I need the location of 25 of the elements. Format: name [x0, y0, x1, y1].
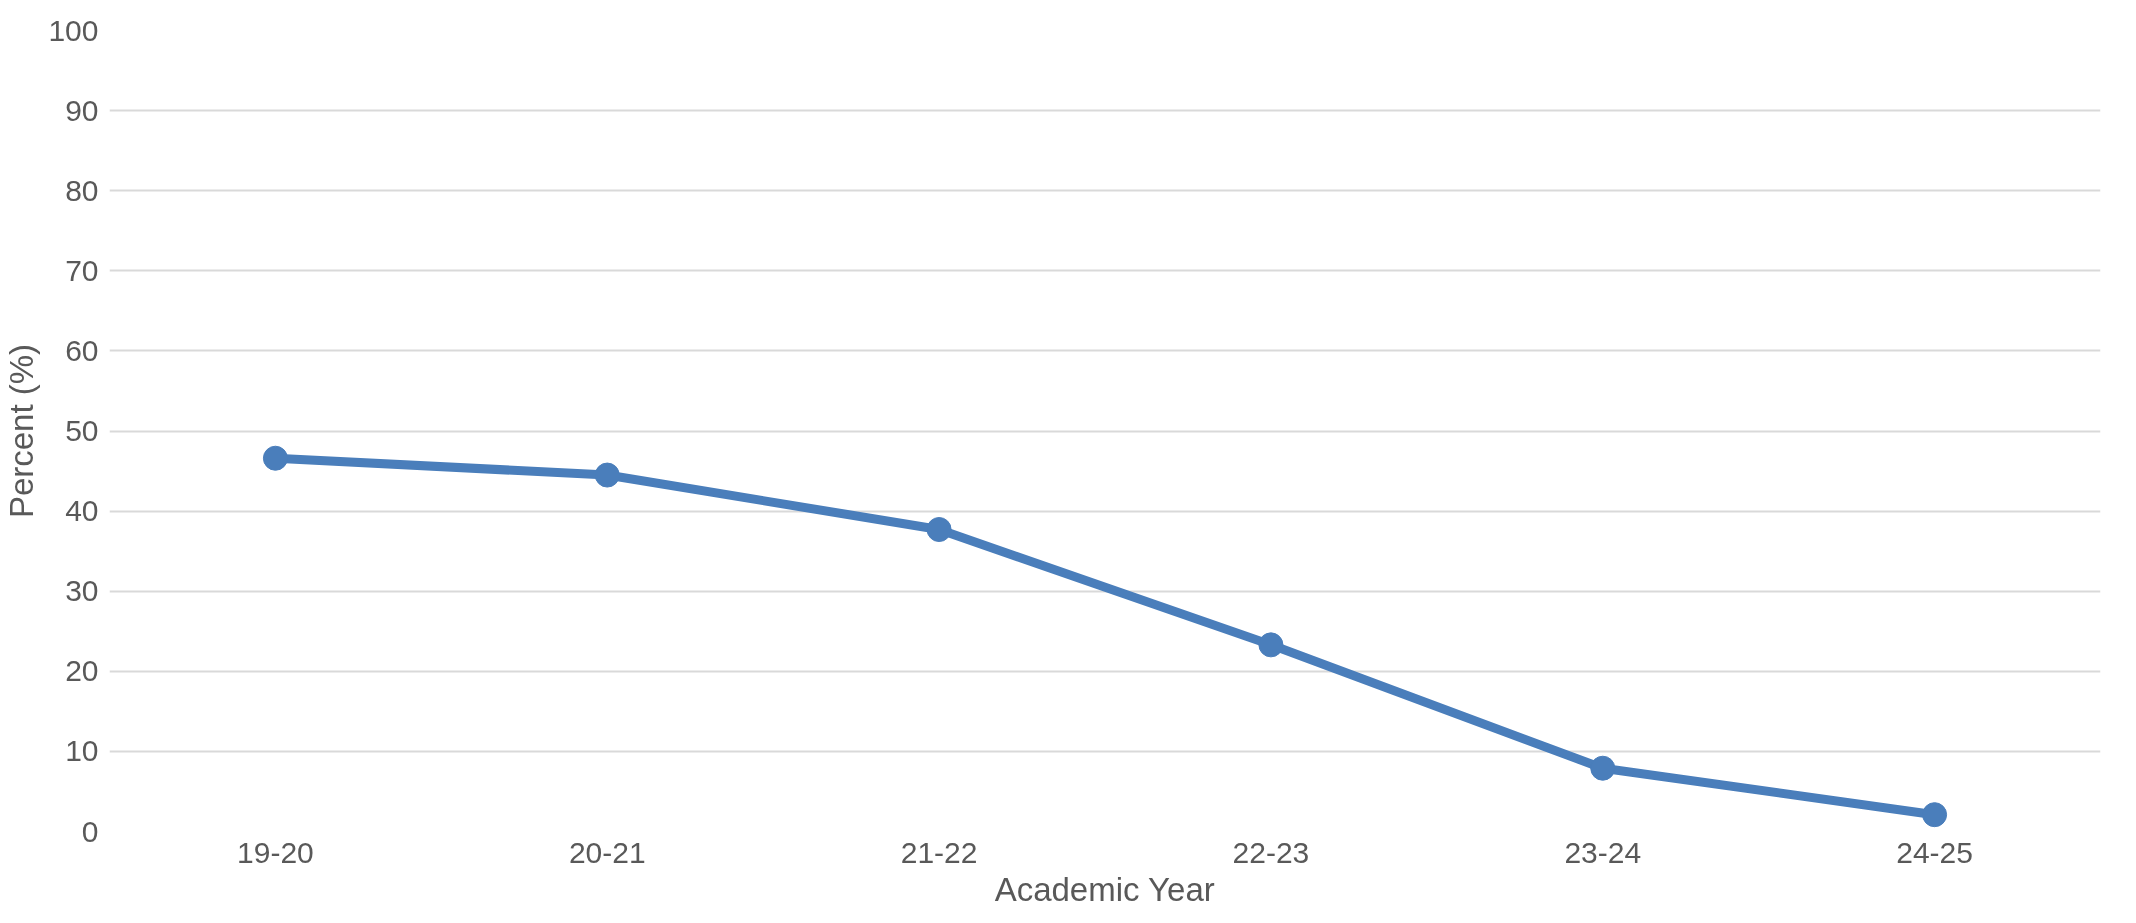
- point: [1258, 632, 1284, 658]
- y-axis-title: Percent (%): [3, 343, 41, 519]
- y-tick-label: 80: [65, 173, 99, 207]
- point: [262, 445, 288, 471]
- y-tick-label: 30: [65, 574, 99, 608]
- y-tick-label: 70: [65, 253, 99, 287]
- y-tick-label: 100: [48, 13, 99, 47]
- point: [926, 517, 952, 542]
- point: [594, 462, 620, 488]
- x-tick-label: 22-23: [1232, 835, 1310, 869]
- y-tick-label: 50: [65, 414, 99, 447]
- y-tick-label: 40: [65, 494, 99, 528]
- y-tick-label: 60: [65, 333, 99, 367]
- x-tick-label: 21-22: [900, 835, 978, 869]
- point: [1590, 755, 1616, 781]
- y-tick-label: 90: [65, 93, 99, 127]
- x-axis-title: Academic Year: [994, 870, 1215, 908]
- x-tick-label: 24-25: [1896, 835, 1973, 869]
- x-tick-label: 20-21: [568, 835, 646, 869]
- y-tick-label: 0: [81, 814, 99, 848]
- x-tick-label: 23-24: [1564, 835, 1642, 869]
- x-tick-label: 19-20: [237, 835, 314, 869]
- point: [1922, 802, 1948, 828]
- y-tick-label: 10: [65, 734, 99, 768]
- y-tick-label: 20: [65, 654, 99, 688]
